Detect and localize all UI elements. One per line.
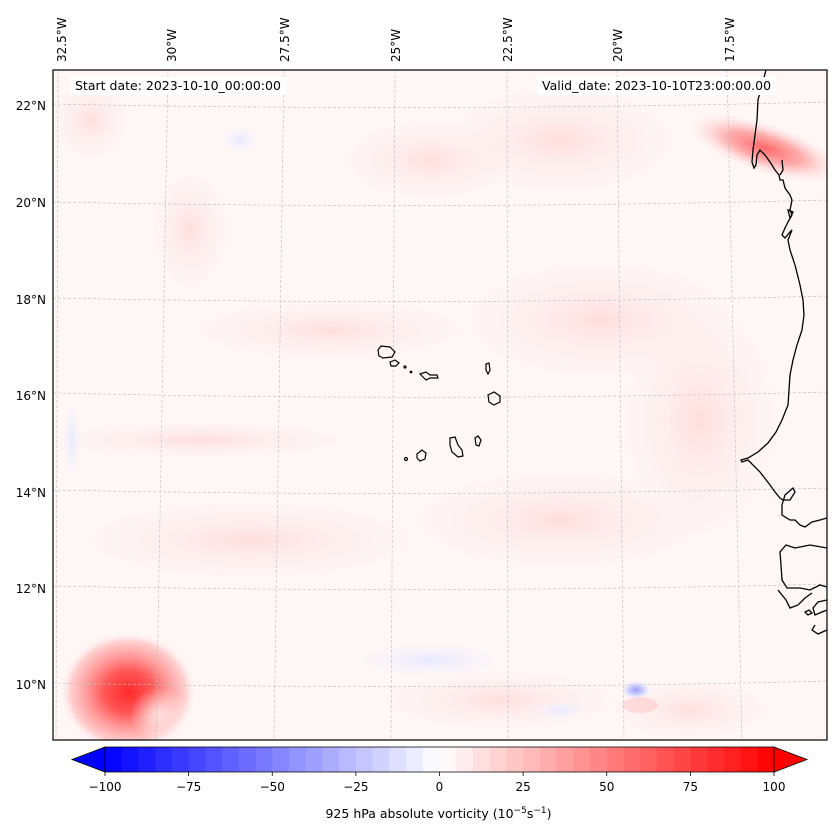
colorbar-level	[606, 747, 624, 772]
colorbar-ticks: −100 −75 −50 −25 0 25 50 75 100	[89, 772, 786, 794]
colorbar-level	[456, 747, 474, 772]
colorbar-label-exponent: −5	[513, 806, 527, 816]
colorbar-level	[305, 747, 323, 772]
lon-tick-label: 20°W	[611, 29, 625, 62]
colorbar-level	[707, 747, 725, 772]
colorbar-level	[406, 747, 424, 772]
field-patches	[53, 80, 780, 740]
start-date-label: Start date: 2023-10-10_00:00:00	[70, 77, 286, 95]
lon-tick-label: 17.5°W	[723, 17, 737, 62]
cape-verde-islands	[377, 345, 501, 462]
colorbar-level	[723, 747, 742, 772]
colorbar-level	[523, 747, 541, 772]
colorbar-extend-max	[773, 746, 809, 773]
lon-tick-label: 30°W	[165, 29, 179, 62]
colorbar-extend-min	[70, 746, 106, 773]
colorbar-tick-label: 0	[436, 780, 444, 794]
gridlines	[53, 70, 827, 740]
colorbar-level	[389, 747, 407, 772]
colorbar-label-close: )	[546, 806, 552, 822]
lat-tick-label: 20°N	[16, 196, 46, 210]
colorbar-label-unit: s	[526, 806, 534, 822]
lat-tick-label: 22°N	[16, 99, 46, 113]
colorbar-level	[673, 747, 691, 772]
colorbar-level	[506, 747, 524, 772]
lon-tick-label: 25°W	[389, 29, 403, 62]
vorticity-field	[53, 70, 827, 740]
colorbar-label-exponent: −1	[533, 806, 547, 816]
colorbar-tick-label: −75	[176, 780, 201, 794]
colorbar-level	[155, 747, 173, 772]
colorbar-level	[372, 747, 390, 772]
colorbar-label-text: 925 hPa absolute vorticity (10	[325, 806, 514, 822]
colorbar-level	[656, 747, 675, 772]
colorbar-level	[322, 747, 340, 772]
lon-tick-label: 27.5°W	[278, 17, 292, 62]
colorbar-level	[757, 747, 775, 772]
colorbar-level	[556, 747, 574, 772]
colorbar-level	[539, 747, 558, 772]
colorbar-level	[422, 747, 440, 772]
latitude-tick-labels: 22°N 20°N 18°N 16°N 14°N 12°N 10°N	[16, 99, 46, 692]
colorbar-level	[573, 747, 591, 772]
lon-tick-label: 22.5°W	[501, 17, 515, 62]
lat-tick-label: 10°N	[16, 678, 46, 692]
colorbar-level	[205, 747, 223, 772]
colorbar-tick-label: 50	[599, 780, 614, 794]
colorbar-tick-label: 100	[763, 780, 786, 794]
colorbar-level	[138, 747, 156, 772]
colorbar-level	[121, 747, 139, 772]
lat-tick-label: 18°N	[16, 293, 46, 307]
colorbar-tick-label: −100	[89, 780, 122, 794]
colorbar-level	[489, 747, 507, 772]
colorbar-level	[272, 747, 290, 772]
valid-date-label: Valid_date: 2023-10-10T23:00:00.00	[537, 77, 777, 95]
colorbar-tick-label: 25	[515, 780, 530, 794]
lat-tick-label: 14°N	[16, 486, 46, 500]
lat-tick-label: 16°N	[16, 389, 46, 403]
colorbar-level	[439, 747, 457, 772]
colorbar-level	[740, 747, 758, 772]
colorbar-level	[355, 747, 374, 772]
colorbar-level	[105, 747, 123, 772]
lat-tick-label: 12°N	[16, 582, 46, 596]
colorbar-tick-label: 75	[683, 780, 698, 794]
longitude-tick-labels: 32.5°W 30°W 27.5°W 25°W 22.5°W 20°W 17.5…	[55, 17, 737, 62]
negative-vorticity-patch	[620, 680, 652, 700]
colorbar-level	[238, 747, 257, 772]
colorbar-level	[590, 747, 608, 772]
colorbar-level	[472, 747, 491, 772]
map-frame	[52, 69, 828, 741]
coastline	[740, 70, 827, 635]
colorbar-tick-label: −50	[260, 780, 285, 794]
colorbar-level	[171, 747, 190, 772]
colorbar-level	[188, 747, 206, 772]
colorbar-level	[640, 747, 658, 772]
colorbar-level	[690, 747, 708, 772]
colorbar-level	[288, 747, 307, 772]
lon-tick-label: 32.5°W	[55, 17, 69, 62]
colorbar-level	[255, 747, 273, 772]
colorbar-label: 925 hPa absolute vorticity (10−5s−1)	[0, 806, 837, 821]
colorbar-tick-label: −25	[343, 780, 368, 794]
colorbar-level	[222, 747, 240, 772]
field-blue-patches	[62, 126, 590, 720]
colorbar-level	[623, 747, 641, 772]
colorbar-level	[339, 747, 357, 772]
colorbar	[70, 746, 809, 773]
coastal-vorticity-band	[688, 113, 827, 183]
